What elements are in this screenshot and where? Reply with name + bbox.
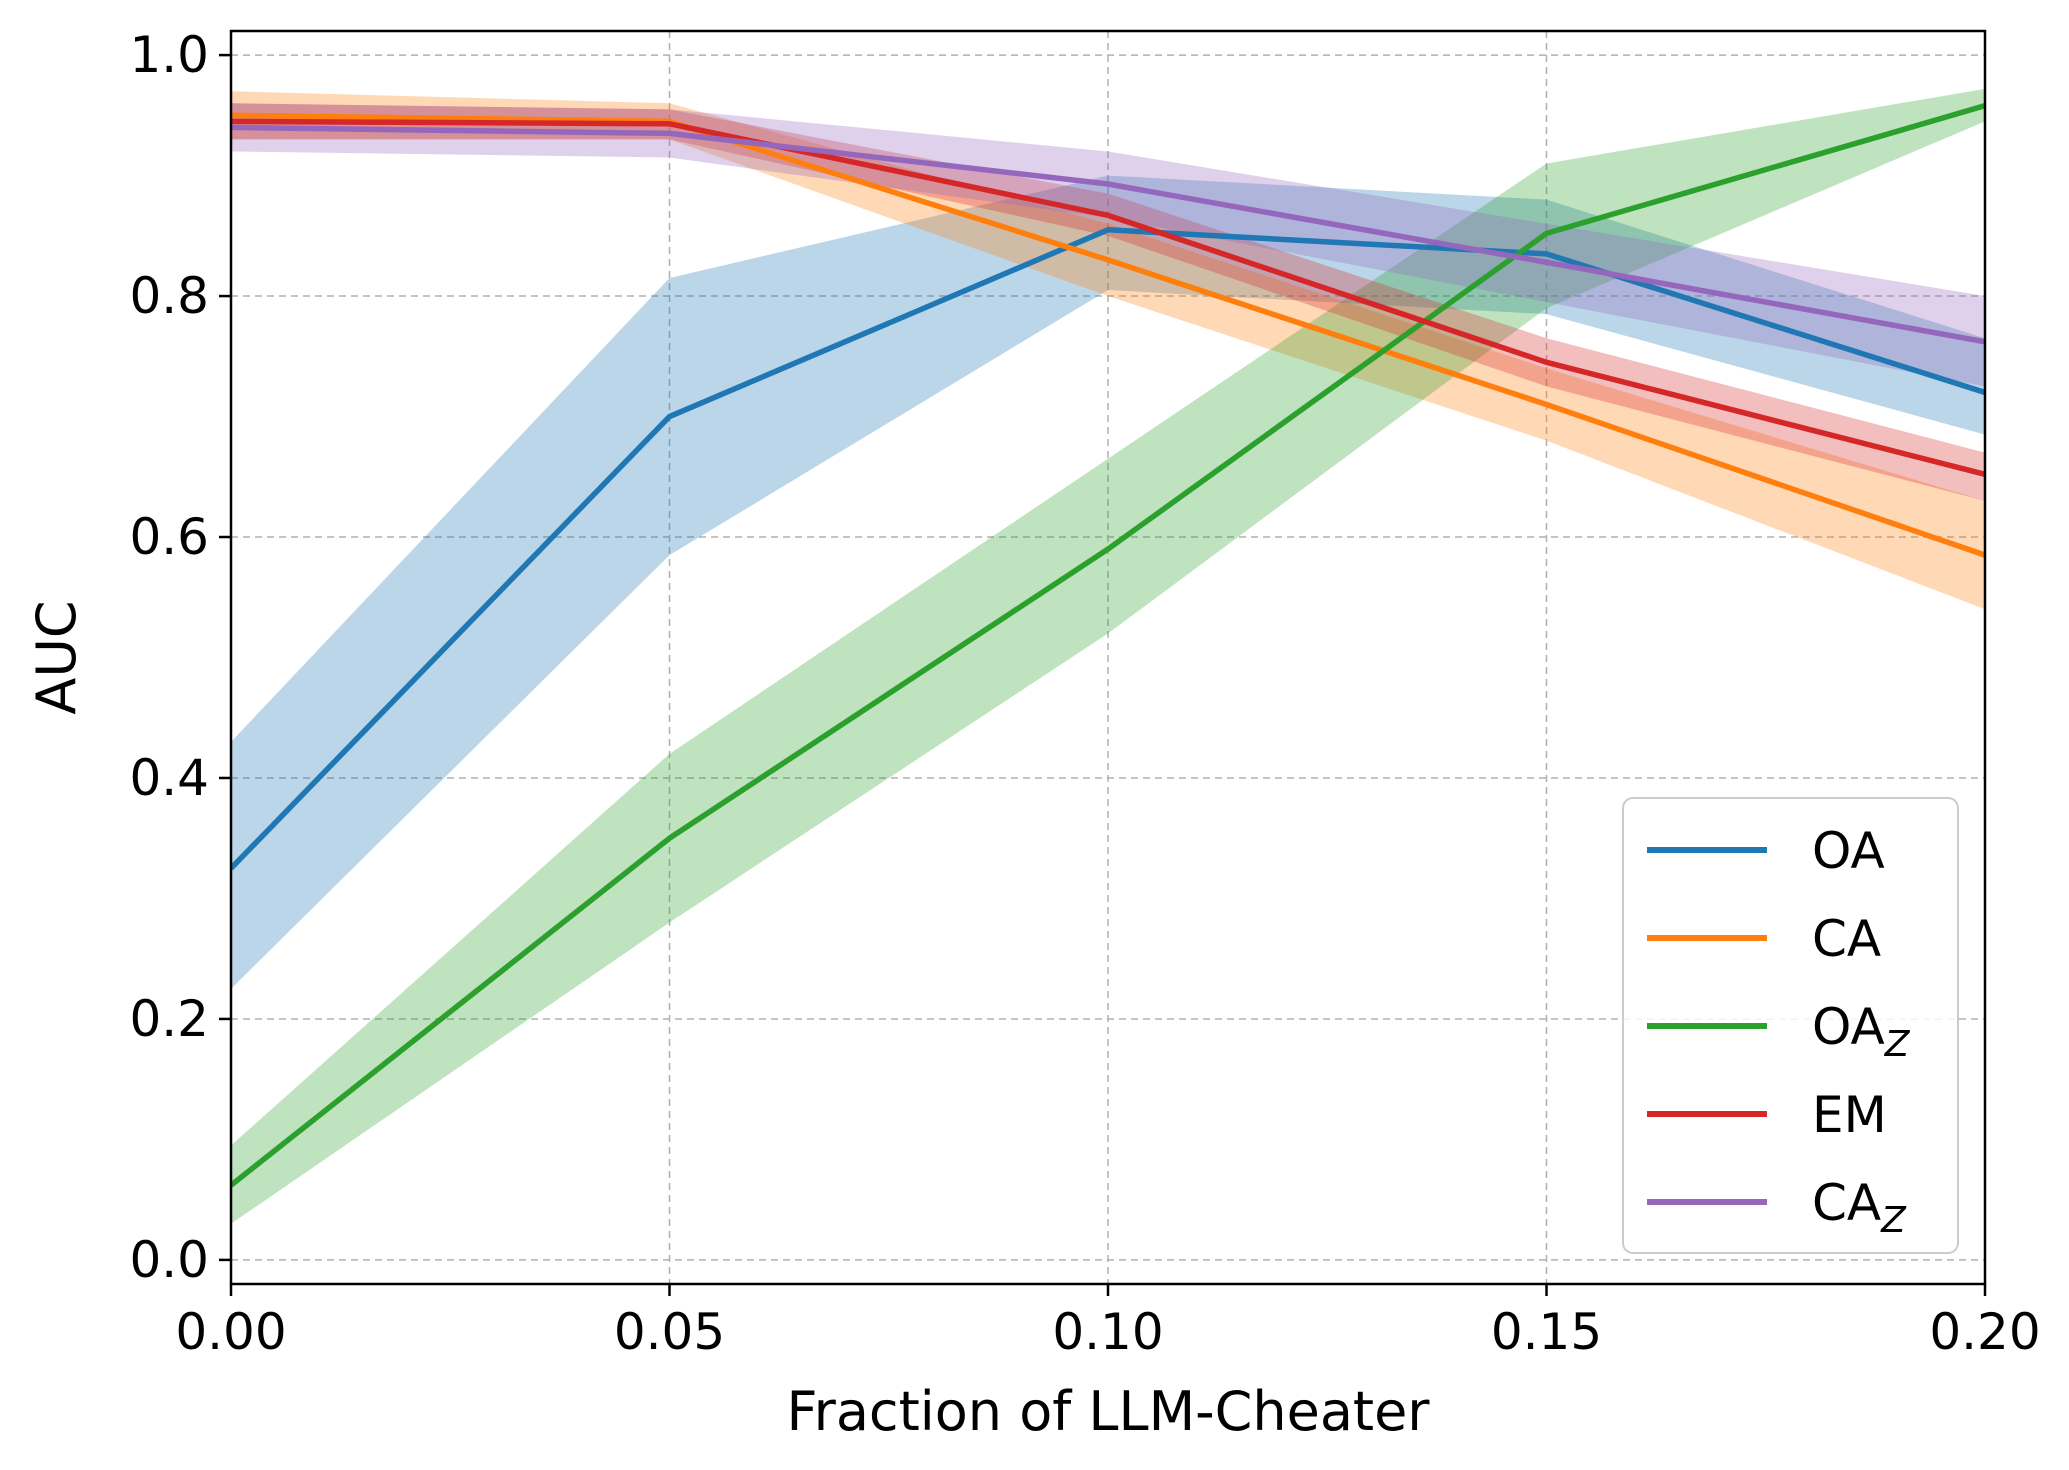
x-tick-label: 0.20 — [1929, 1303, 2040, 1361]
y-tick-label: 1.0 — [129, 26, 209, 84]
legend: OA CA OAZ EM CAZ — [1622, 797, 1959, 1254]
legend-subscript: Z — [1880, 1200, 1907, 1241]
legend-label-oa-z: OAZ — [1812, 998, 1911, 1065]
y-tick-label: 0.0 — [129, 1231, 209, 1289]
line-oa-z — [231, 103, 1985, 1188]
legend-label-oa: OA — [1812, 822, 1885, 880]
band-oa — [231, 175, 1985, 989]
series-lines — [231, 103, 1985, 1188]
y-axis-label: AUC — [25, 600, 88, 714]
x-tick-label: 0.10 — [1052, 1303, 1163, 1361]
x-tick-label: 0.15 — [1491, 1303, 1602, 1361]
x-tick-label: 0.05 — [614, 1303, 725, 1361]
line-ca — [231, 112, 1985, 558]
line-ca-z — [231, 124, 1985, 345]
line-oa — [231, 227, 1985, 871]
y-tick-label: 0.6 — [129, 508, 209, 566]
line-em — [231, 118, 1985, 478]
legend-frame — [1622, 797, 1959, 1254]
legend-label-em: EM — [1812, 1086, 1887, 1144]
legend-subscript: Z — [1884, 1024, 1911, 1065]
x-tick-label: 0.00 — [175, 1303, 286, 1361]
legend-label-ca: CA — [1812, 910, 1881, 968]
grid-lines — [230, 31, 1986, 1284]
axis-ticks: 0.00 0.05 0.10 0.15 0.20 0.0 0.2 0.4 0.6 0.8 1.0 — [129, 26, 2040, 1361]
y-tick-label: 0.4 — [129, 749, 209, 807]
legend-label-ca-z: CAZ — [1812, 1174, 1907, 1241]
y-tick-label: 0.2 — [129, 990, 209, 1048]
x-axis-label: Fraction of LLM-Cheater — [786, 1380, 1430, 1443]
y-tick-label: 0.8 — [129, 267, 209, 325]
